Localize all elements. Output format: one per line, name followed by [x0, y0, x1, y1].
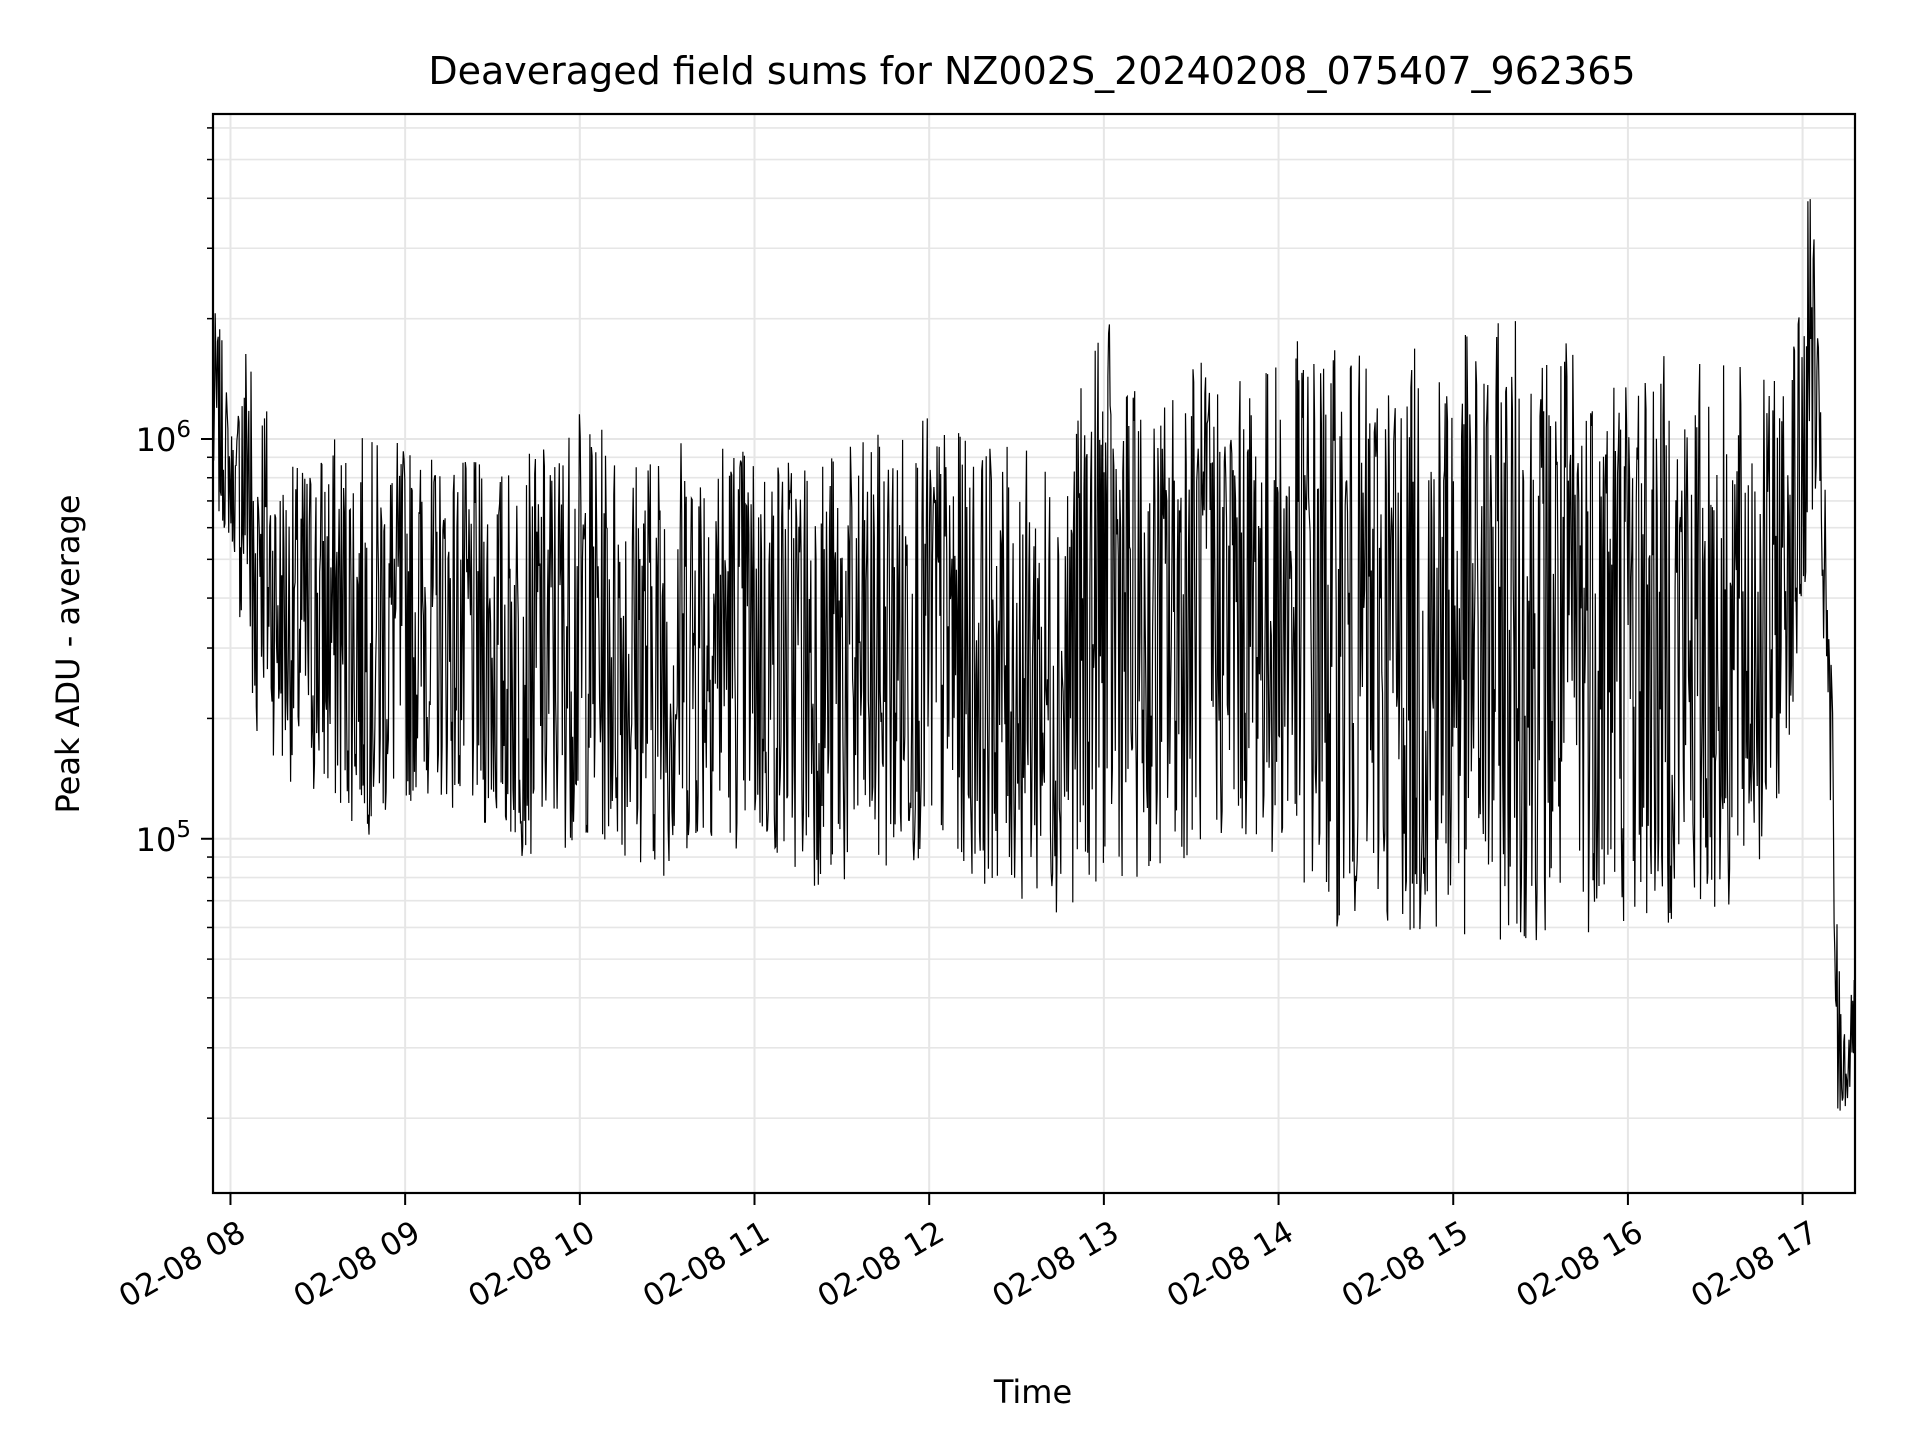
y-tick-label: 106: [136, 417, 191, 459]
series-line: [212, 199, 1856, 1111]
chart-title: Deaveraged field sums for NZ002S_2024020…: [428, 49, 1635, 93]
y-tick-label: 105: [136, 817, 191, 859]
plot-frame: [211, 112, 1857, 1195]
y-axis: 105 106: [136, 127, 213, 1119]
x-axis-label: Time: [993, 1373, 1072, 1411]
y-axis-label: Peak ADU - average: [49, 495, 87, 814]
series-group: [212, 199, 1856, 1111]
